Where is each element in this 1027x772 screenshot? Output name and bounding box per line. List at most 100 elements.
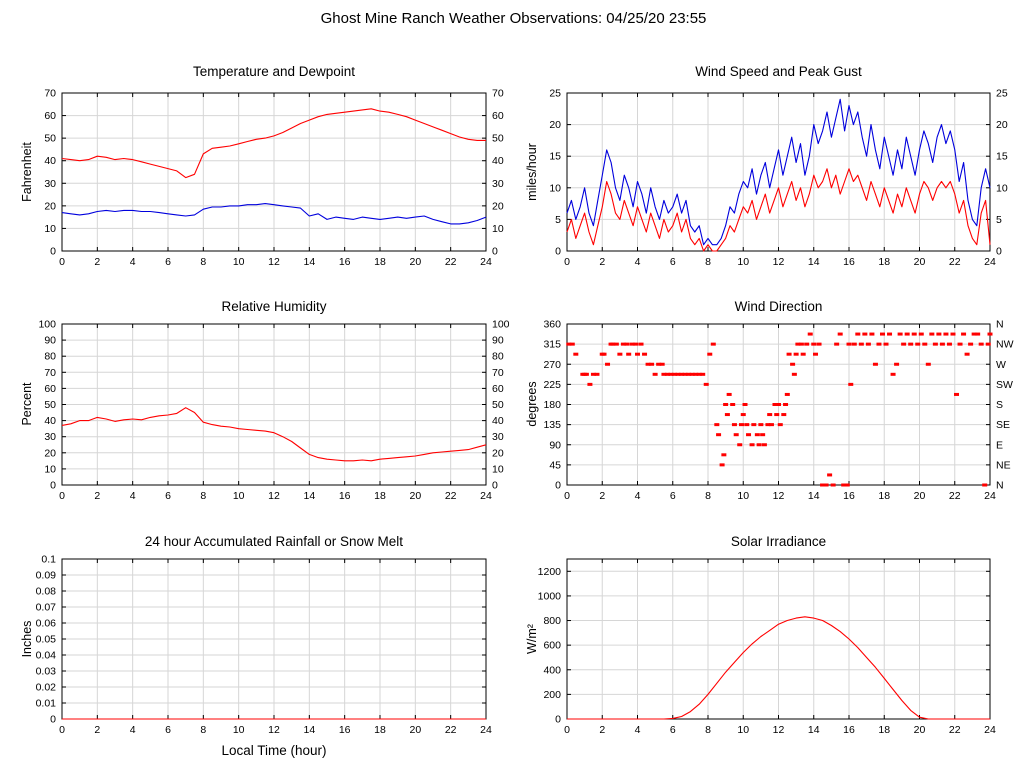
svg-text:20: 20 (914, 490, 926, 502)
svg-text:22: 22 (445, 256, 457, 268)
svg-text:0: 0 (59, 724, 65, 736)
svg-text:40: 40 (492, 155, 504, 167)
svg-text:12: 12 (773, 724, 785, 736)
svg-text:0.04: 0.04 (36, 650, 57, 662)
svg-text:15: 15 (996, 151, 1008, 163)
svg-text:8: 8 (705, 724, 711, 736)
svg-text:NW: NW (996, 339, 1014, 351)
svg-text:0.1: 0.1 (41, 554, 56, 566)
svg-text:6: 6 (165, 490, 171, 502)
svg-text:20: 20 (492, 200, 504, 212)
svg-text:0: 0 (996, 246, 1002, 258)
svg-text:10: 10 (737, 724, 749, 736)
svg-text:14: 14 (808, 256, 820, 268)
svg-text:30: 30 (492, 431, 504, 443)
svg-text:24: 24 (984, 490, 996, 502)
svg-text:16: 16 (843, 490, 855, 502)
svg-text:18: 18 (374, 490, 386, 502)
svg-text:18: 18 (374, 256, 386, 268)
svg-text:0: 0 (50, 480, 56, 492)
svg-text:12: 12 (773, 490, 785, 502)
svg-text:0: 0 (492, 480, 498, 492)
svg-text:20: 20 (549, 119, 561, 131)
svg-text:0.09: 0.09 (36, 570, 57, 582)
svg-text:2: 2 (599, 256, 605, 268)
svg-text:270: 270 (543, 359, 561, 371)
svg-text:70: 70 (492, 88, 504, 100)
svg-text:20: 20 (44, 447, 56, 459)
svg-text:N: N (996, 480, 1004, 492)
svg-text:16: 16 (339, 490, 351, 502)
svg-text:0: 0 (564, 256, 570, 268)
svg-text:1000: 1000 (538, 590, 562, 602)
svg-text:5: 5 (555, 214, 561, 226)
svg-text:4: 4 (130, 256, 136, 268)
svg-text:80: 80 (492, 351, 504, 363)
svg-text:2: 2 (94, 490, 100, 502)
svg-text:S: S (996, 399, 1003, 411)
svg-text:22: 22 (445, 724, 457, 736)
svg-text:0.08: 0.08 (36, 586, 57, 598)
svg-text:100: 100 (38, 319, 56, 331)
svg-text:8: 8 (705, 256, 711, 268)
svg-text:40: 40 (492, 415, 504, 427)
svg-text:5: 5 (996, 214, 1002, 226)
svg-text:W: W (996, 359, 1006, 371)
svg-text:315: 315 (543, 339, 561, 351)
chart-title: Wind Direction (734, 299, 823, 314)
svg-text:15: 15 (549, 151, 561, 163)
svg-text:20: 20 (409, 490, 421, 502)
svg-text:12: 12 (773, 256, 785, 268)
svg-text:0.06: 0.06 (36, 618, 57, 630)
svg-text:10: 10 (549, 182, 561, 194)
svg-text:40: 40 (44, 415, 56, 427)
chart-title: Wind Speed and Peak Gust (695, 64, 862, 79)
svg-text:0.02: 0.02 (36, 682, 57, 694)
rainfall-plot: 0 2 4 6 8 10 12 14 16 18 20 22 2400.010.020.030.040.… (36, 554, 492, 737)
solar-irradiance-plot: 0 2 4 6 8 10 12 14 16 18 20 22 240200400600800100012… (538, 558, 996, 736)
svg-text:0: 0 (555, 480, 561, 492)
svg-text:0: 0 (555, 714, 561, 726)
svg-text:2: 2 (599, 724, 605, 736)
svg-text:30: 30 (44, 431, 56, 443)
svg-text:16: 16 (843, 256, 855, 268)
svg-text:20: 20 (409, 724, 421, 736)
chart-solar-irradiance: Solar Irradiance W/m² 0 2 4 6 8 10 12 14 16 18 20 2… (515, 530, 1027, 772)
svg-text:30: 30 (44, 178, 56, 190)
svg-text:8: 8 (200, 490, 206, 502)
svg-text:50: 50 (492, 133, 504, 145)
svg-text:12: 12 (268, 724, 280, 736)
svg-text:30: 30 (492, 178, 504, 190)
svg-text:22: 22 (949, 256, 961, 268)
svg-text:16: 16 (843, 724, 855, 736)
svg-text:50: 50 (492, 399, 504, 411)
svg-text:90: 90 (44, 335, 56, 347)
svg-text:14: 14 (808, 724, 820, 736)
svg-text:2: 2 (599, 490, 605, 502)
svg-text:90: 90 (549, 439, 561, 451)
chart-relative-humidity: Relative Humidity Percent 0 2 4 6 8 10 12 14 16 1… (0, 295, 515, 530)
svg-text:0: 0 (564, 490, 570, 502)
svg-text:6: 6 (670, 490, 676, 502)
svg-text:135: 135 (543, 419, 561, 431)
svg-text:45: 45 (549, 459, 561, 471)
svg-text:40: 40 (44, 155, 56, 167)
svg-text:8: 8 (200, 256, 206, 268)
svg-text:4: 4 (635, 490, 641, 502)
svg-text:10: 10 (737, 256, 749, 268)
svg-text:14: 14 (303, 490, 315, 502)
svg-text:70: 70 (44, 88, 56, 100)
svg-text:18: 18 (878, 724, 890, 736)
svg-text:200: 200 (543, 689, 561, 701)
svg-text:70: 70 (492, 367, 504, 379)
svg-text:600: 600 (543, 640, 561, 652)
svg-text:4: 4 (130, 490, 136, 502)
page-title: Ghost Mine Ranch Weather Observations: 0… (320, 10, 707, 27)
svg-text:SE: SE (996, 419, 1010, 431)
svg-text:N: N (996, 319, 1004, 331)
svg-text:0.01: 0.01 (36, 698, 57, 710)
svg-text:22: 22 (445, 490, 457, 502)
